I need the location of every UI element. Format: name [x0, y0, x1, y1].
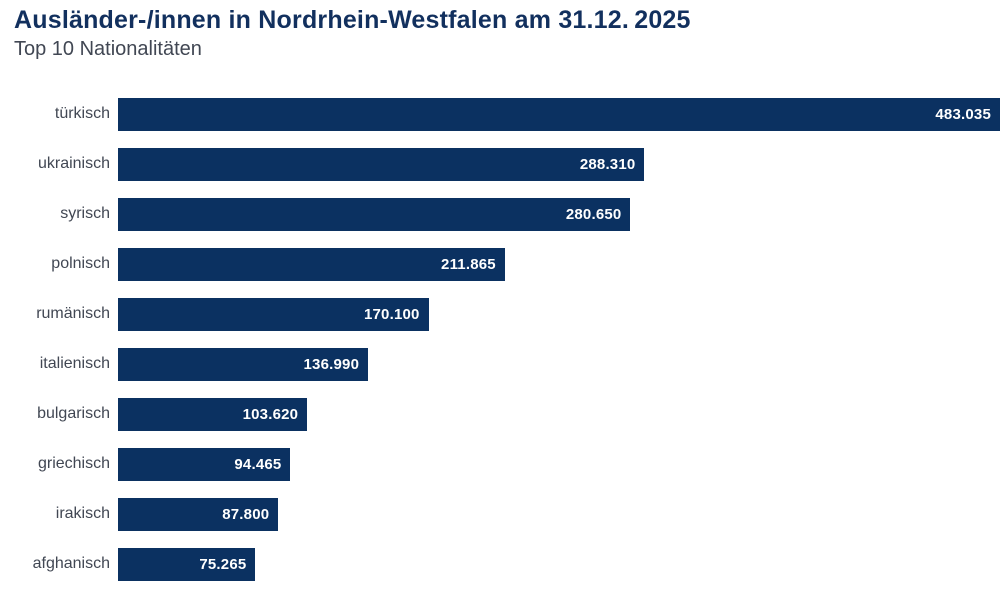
category-label: afghanisch — [32, 555, 110, 572]
chart-row: rumänisch 170.100 — [0, 289, 1000, 339]
chart-row: ukrainisch 288.310 — [0, 139, 1000, 189]
value-label: 136.990 — [303, 355, 360, 373]
chart-row: griechisch 94.465 — [0, 439, 1000, 489]
value-label: 87.800 — [222, 505, 270, 523]
bar-track: 87.800 — [118, 497, 1000, 531]
category-label: irakisch — [55, 505, 110, 522]
category-label: ukrainisch — [37, 155, 110, 172]
chart-row: bulgarisch 103.620 — [0, 389, 1000, 439]
chart-row: irakisch 87.800 — [0, 489, 1000, 539]
bar: 103.620 — [118, 397, 308, 431]
category-label: syrisch — [60, 205, 110, 222]
bar-track: 211.865 — [118, 247, 1000, 281]
value-label: 94.465 — [234, 455, 282, 473]
bar-track: 136.990 — [118, 347, 1000, 381]
category-label: italienisch — [39, 355, 110, 372]
bar: 170.100 — [118, 297, 429, 331]
bar: 483.035 — [118, 97, 1000, 131]
bar: 75.265 — [118, 547, 256, 581]
value-label: 211.865 — [441, 255, 496, 273]
page-title: Ausländer-/innen in Nordrhein-Westfalen … — [14, 6, 691, 34]
bar: 288.310 — [118, 147, 645, 181]
bar: 136.990 — [118, 347, 369, 381]
value-label: 170.100 — [363, 305, 420, 323]
bar-chart: türkisch 483.035 ukrainisch 288.310 syrisch 2… — [0, 89, 1000, 589]
bar-track: 288.310 — [118, 147, 1000, 181]
category-label: griechisch — [37, 455, 110, 472]
bar-track: 94.465 — [118, 447, 1000, 481]
bar-track: 170.100 — [118, 297, 1000, 331]
bar: 87.800 — [118, 497, 279, 531]
chart-row: italienisch 136.990 — [0, 339, 1000, 389]
bar-track: 75.265 — [118, 547, 1000, 581]
value-label: 483.035 — [935, 105, 991, 123]
value-label: 103.620 — [242, 405, 299, 423]
chart-row: syrisch 280.650 — [0, 189, 1000, 239]
page-subtitle: Top 10 Nationalitäten — [14, 38, 202, 60]
value-label: 288.310 — [579, 155, 636, 173]
bar-track: 280.650 — [118, 197, 1000, 231]
bar: 280.650 — [118, 197, 631, 231]
bar: 94.465 — [118, 447, 291, 481]
value-label: 280.650 — [565, 205, 622, 223]
category-label: polnisch — [51, 255, 110, 272]
value-label: 75.265 — [199, 555, 247, 573]
chart-row: afghanisch 75.265 — [0, 539, 1000, 589]
bar-track: 103.620 — [118, 397, 1000, 431]
bar-track: 483.035 — [118, 97, 1000, 131]
chart-row: polnisch 211.865 — [0, 239, 1000, 289]
chart-row: türkisch 483.035 — [0, 89, 1000, 139]
category-label: türkisch — [54, 105, 110, 122]
bar: 211.865 — [118, 247, 505, 281]
category-label: rumänisch — [36, 305, 110, 322]
category-label: bulgarisch — [37, 405, 110, 422]
